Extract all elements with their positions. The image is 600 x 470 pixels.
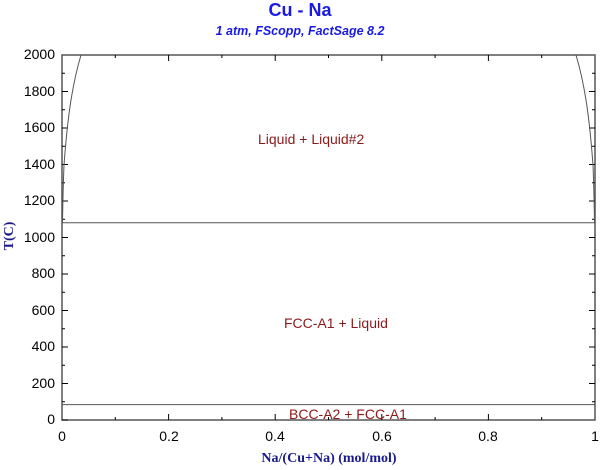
x-axis-label: Na/(Cu+Na) (mol/mol) [261, 451, 397, 466]
ytick-1800: 1800 [23, 83, 55, 99]
xtick-0.2: 0.2 [159, 428, 179, 444]
ytick-1400: 1400 [23, 156, 55, 172]
plot-frame [61, 54, 596, 421]
ytick-400: 400 [31, 338, 55, 354]
xtick-0.6: 0.6 [372, 428, 392, 444]
ytick-0: 0 [47, 411, 55, 427]
ytick-800: 800 [31, 265, 55, 281]
cu-rich-liquidus-curve [62, 54, 82, 223]
chart-title: Cu - Na [268, 0, 332, 20]
xtick-0.4: 0.4 [265, 428, 285, 444]
ytick-200: 200 [31, 375, 55, 391]
ytick-1200: 1200 [23, 192, 55, 208]
xtick-1: 1 [591, 428, 599, 444]
region-label-fcc-liquid: FCC-A1 + Liquid [284, 315, 388, 331]
y-ticks-right [589, 72, 595, 403]
region-label-bcc-fcc: BCC-A2 + FCC-A1 [289, 406, 407, 422]
ytick-600: 600 [31, 302, 55, 318]
y-axis-label: T(C) [2, 221, 17, 251]
region-label-liquid-liquid2: Liquid + Liquid#2 [258, 131, 365, 147]
y-ticks-left [62, 72, 68, 421]
ytick-2000: 2000 [23, 46, 55, 62]
na-rich-liquidus-curve [575, 54, 595, 223]
chart-subtitle: 1 atm, FScopp, FactSage 8.2 [215, 24, 385, 38]
ytick-1600: 1600 [23, 119, 55, 135]
ytick-1000: 1000 [23, 229, 55, 245]
xtick-0: 0 [58, 428, 66, 444]
xtick-0.8: 0.8 [478, 428, 498, 444]
x-ticks [114, 55, 543, 420]
